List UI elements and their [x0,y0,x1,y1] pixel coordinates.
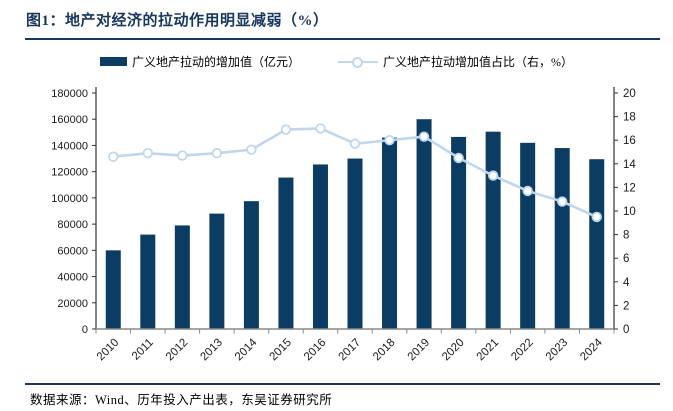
x-axis-year-label: 2023 [544,337,571,364]
bar-2014 [243,201,259,329]
legend-line-label: 广义地产拉动增加值占比（右，%） [383,55,573,69]
ratio-marker-2015 [280,124,292,135]
bar-2016 [312,164,328,329]
x-axis-year-label: 2021 [475,337,502,364]
bar-2023 [554,148,570,329]
bar-2010 [105,250,121,329]
ratio-marker-2022 [522,185,533,197]
left-axis-label: 0 [82,324,88,336]
chart-title: 图1：地产对经济的拉动作用明显减弱（%） [26,13,329,29]
bar-2018 [382,137,398,329]
right-axis-label: 6 [623,253,629,265]
bar-2015 [278,177,294,329]
bar-2022 [520,142,536,329]
right-axis-label: 12 [623,182,636,194]
bar-2012 [174,225,190,329]
x-axis-year-label: 2017 [337,337,364,364]
left-axis-label: 100000 [51,193,88,205]
right-axis-label: 14 [623,159,636,171]
x-axis-year-label: 2024 [578,336,605,363]
bar-2020 [451,136,467,329]
left-axis-label: 20000 [57,298,88,310]
ratio-marker-2012 [177,150,188,161]
right-axis-label: 16 [623,135,636,147]
left-axis-label: 60000 [57,245,88,257]
left-axis-label: 80000 [57,219,88,231]
right-axis-label: 8 [623,230,629,242]
bar-2017 [347,158,363,329]
footer-divider [25,383,660,385]
left-axis-label: 180000 [51,88,88,100]
x-axis-year-label: 2013 [198,337,225,364]
bar-series-swatch-icon [99,57,127,66]
x-axis-year-label: 2019 [406,337,433,364]
right-axis-label: 0 [623,324,629,336]
ratio-marker-2010 [108,151,119,162]
x-axis-year-label: 2012 [164,337,191,364]
bar-2013 [209,213,225,329]
chart-legend: 广义地产拉动的增加值（亿元） 广义地产拉动增加值占比（右，%） [0,53,673,70]
data-source-note: 数据来源：Wind、历年投入产出表，东吴证券研究所 [30,393,333,407]
x-axis-year-label: 2010 [95,337,122,364]
bar-2021 [485,131,501,329]
ratio-marker-2020 [453,152,464,164]
right-axis-label: 10 [623,206,636,218]
ratio-marker-2021 [487,170,499,181]
ratio-marker-2016 [315,123,326,134]
bar-2011 [140,234,156,329]
x-axis-year-label: 2011 [130,337,156,363]
ratio-marker-2023 [557,196,568,207]
title-divider [25,38,660,40]
line-series-swatch-icon [338,56,378,68]
x-axis-year-label: 2020 [440,337,467,364]
x-axis-year-label: 2014 [233,336,260,363]
left-axis-label: 40000 [57,272,88,284]
legend-item-bar: 广义地产拉动的增加值（亿元） [99,53,300,70]
right-axis-label: 4 [623,277,630,289]
ratio-marker-2018 [384,135,395,146]
ratio-marker-2019 [418,131,430,142]
left-axis-label: 120000 [51,167,88,179]
chart-area: 0 20000 40000 60000 80000 100000 120000 140000 1… [0,80,673,380]
left-axis-label: 140000 [51,140,88,152]
legend-item-line: 广义地产拉动增加值占比（右，%） [338,53,573,70]
x-axis-year-label: 2015 [267,337,294,364]
ratio-marker-2017 [349,138,361,149]
ratio-marker-2014 [246,144,257,155]
legend-bar-label: 广义地产拉动的增加值（亿元） [131,55,300,69]
right-axis-label: 20 [623,88,636,100]
ratio-marker-2013 [211,147,223,159]
ratio-marker-2024 [591,211,602,223]
ratio-marker-2011 [142,147,154,159]
x-axis-year-label: 2022 [509,337,536,364]
bar-2024 [589,159,605,329]
bar-2019 [416,119,432,329]
x-axis-year-label: 2016 [302,337,329,364]
combo-chart: 0 20000 40000 60000 80000 100000 120000 140000 1… [51,87,636,364]
left-axis-label: 160000 [51,114,88,126]
right-axis-label: 18 [623,112,636,124]
x-axis-year-label: 2018 [371,337,398,364]
right-axis-label: 2 [623,300,629,312]
